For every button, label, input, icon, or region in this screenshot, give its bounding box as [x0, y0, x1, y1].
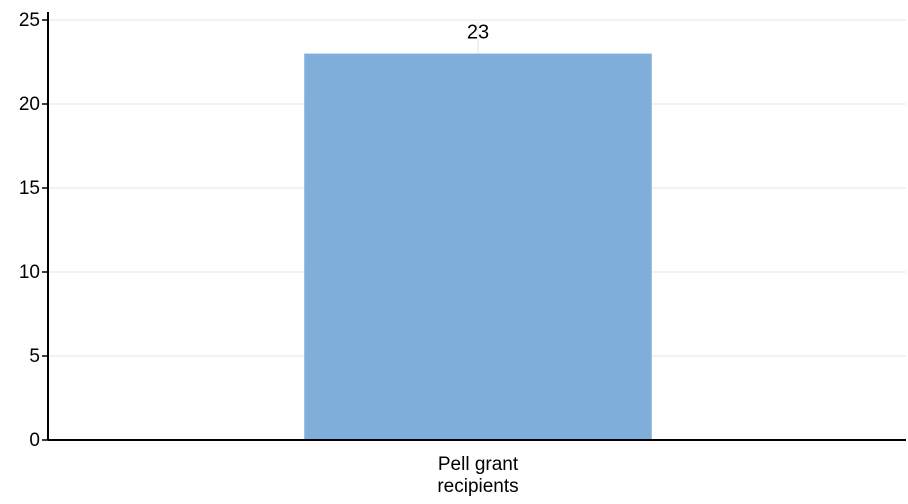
bars — [304, 53, 652, 440]
y-axis-ticks: 0 5 10 15 20 25 — [19, 10, 48, 451]
bar-0 — [304, 53, 652, 440]
y-tick-label-20: 20 — [19, 94, 40, 115]
y-tick-label-10: 10 — [19, 262, 40, 283]
data-labels: 23 — [467, 22, 489, 44]
axes — [47, 12, 906, 441]
y-tick-label-0: 0 — [29, 430, 40, 451]
data-label-0: 23 — [467, 22, 489, 44]
x-tick-label-0: Pell grant recipients — [437, 454, 519, 497]
y-tick-label-25: 25 — [19, 10, 40, 31]
y-tick-label-15: 15 — [19, 178, 40, 199]
y-tick-label-5: 5 — [29, 346, 40, 367]
x-axis-labels: Pell grant recipients — [437, 454, 519, 497]
